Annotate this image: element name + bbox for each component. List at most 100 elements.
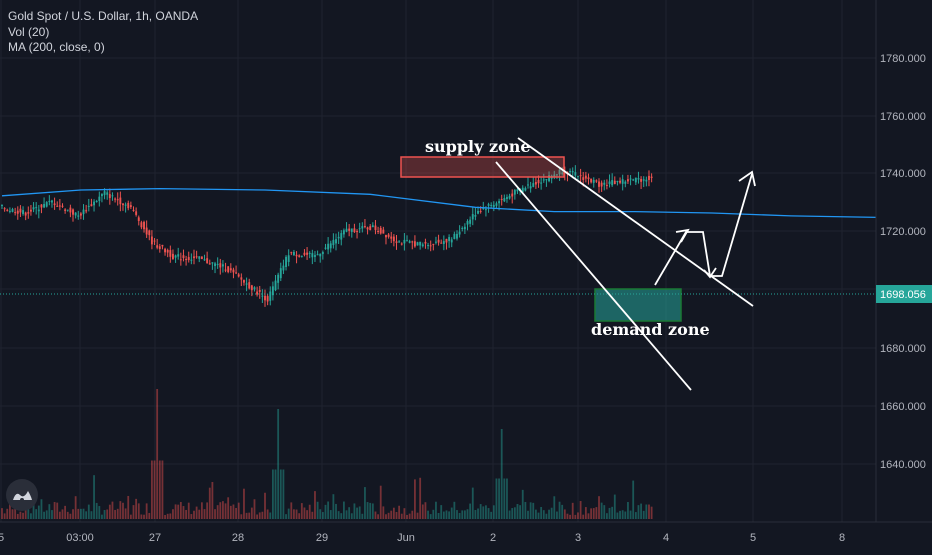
volume-bar bbox=[374, 511, 377, 519]
volume-bar bbox=[206, 502, 209, 519]
candle-body bbox=[329, 243, 332, 249]
candle-body bbox=[137, 217, 140, 221]
candle-body bbox=[108, 194, 111, 199]
volume-bar bbox=[487, 508, 490, 519]
volume-bar bbox=[53, 502, 56, 519]
volume-bar bbox=[74, 496, 77, 519]
volume-bar bbox=[143, 514, 145, 519]
volume-bar bbox=[256, 514, 259, 519]
candle-body bbox=[271, 286, 274, 296]
supply-zone-box bbox=[400, 156, 565, 178]
volume-bar bbox=[627, 502, 629, 519]
candle-body bbox=[135, 211, 138, 215]
candle-body bbox=[111, 195, 114, 197]
candle-body bbox=[51, 200, 53, 203]
candle-body bbox=[450, 239, 453, 243]
candle-body bbox=[100, 194, 103, 197]
volume-bar bbox=[229, 505, 232, 519]
volume-bar bbox=[90, 511, 93, 519]
current-price-tag bbox=[876, 285, 932, 303]
candle-body bbox=[122, 203, 124, 206]
volume-bar bbox=[495, 478, 498, 519]
volume-bar bbox=[561, 504, 564, 519]
symbol-title[interactable]: Gold Spot / U.S. Dollar, 1h, OANDA bbox=[8, 9, 199, 23]
candle-body bbox=[195, 256, 198, 258]
ma-indicator-label[interactable]: MA (200, close, 0) bbox=[8, 40, 105, 54]
volume-bar bbox=[271, 469, 274, 519]
volume-bar bbox=[421, 504, 424, 519]
candle-body bbox=[448, 237, 451, 242]
candle-body bbox=[214, 263, 216, 267]
candle-body bbox=[363, 226, 366, 228]
volume-bar bbox=[324, 504, 327, 519]
volume-bar bbox=[279, 469, 282, 519]
candle-body bbox=[640, 178, 643, 182]
candle-body bbox=[316, 254, 319, 256]
volume-bar bbox=[87, 504, 90, 519]
candle-body bbox=[361, 226, 364, 229]
candle-body bbox=[356, 231, 358, 233]
volume-bar bbox=[598, 496, 600, 519]
volume-bar bbox=[637, 505, 640, 519]
volume-bar bbox=[319, 509, 322, 519]
candle-body bbox=[85, 210, 88, 212]
volume-bar bbox=[103, 509, 106, 519]
volume-bar bbox=[382, 506, 385, 519]
candle-body bbox=[187, 257, 190, 261]
candle-body bbox=[348, 228, 351, 231]
volume-bar bbox=[248, 512, 251, 519]
volume-bar bbox=[140, 514, 143, 519]
volume-bar bbox=[300, 503, 303, 519]
volume-bar bbox=[19, 511, 22, 519]
candle-body bbox=[264, 295, 266, 301]
candle-body bbox=[390, 236, 393, 239]
volume-bar bbox=[169, 513, 172, 519]
volume-indicator-label[interactable]: Vol (20) bbox=[8, 24, 50, 39]
candle-body bbox=[321, 252, 324, 255]
candle-body bbox=[345, 228, 348, 232]
volume-bar bbox=[592, 508, 595, 519]
candle-body bbox=[172, 253, 174, 259]
volume-bar bbox=[190, 514, 193, 519]
volume-bar bbox=[492, 505, 495, 519]
candle-body bbox=[537, 179, 540, 184]
tradingview-logo-icon[interactable] bbox=[6, 479, 38, 511]
volume-bar bbox=[595, 507, 598, 519]
volume-bar bbox=[458, 512, 461, 519]
candle-body bbox=[24, 212, 27, 216]
candle-body bbox=[27, 212, 30, 214]
volume-bar bbox=[508, 510, 511, 519]
candle-body bbox=[193, 256, 195, 259]
candle-body bbox=[471, 214, 474, 220]
candle-body bbox=[637, 178, 640, 180]
volume-bar bbox=[513, 507, 516, 519]
volume-bar bbox=[424, 502, 427, 519]
volume-bar bbox=[200, 502, 203, 519]
candle-body bbox=[66, 209, 69, 211]
volume-bar bbox=[185, 509, 187, 519]
volume-bar bbox=[371, 503, 374, 519]
candle-body bbox=[53, 203, 56, 206]
volume-bar bbox=[40, 499, 43, 519]
volume-bar bbox=[51, 510, 53, 519]
volume-bar bbox=[624, 511, 627, 519]
candle-body bbox=[577, 176, 579, 178]
candle-body bbox=[648, 175, 650, 180]
volume-bar bbox=[448, 511, 450, 519]
candle-body bbox=[48, 200, 51, 202]
candle-body bbox=[479, 211, 482, 213]
candle-body bbox=[174, 255, 177, 258]
candle-body bbox=[124, 204, 127, 206]
candle-body bbox=[161, 244, 164, 247]
candle-body bbox=[553, 174, 556, 177]
candle-body bbox=[314, 255, 316, 257]
volume-bar bbox=[500, 429, 503, 519]
volume-bar bbox=[329, 510, 332, 519]
volume-bar bbox=[298, 513, 301, 519]
volume-bar bbox=[151, 460, 153, 519]
volume-bar bbox=[442, 511, 445, 519]
candle-body bbox=[598, 181, 600, 187]
volume-bar bbox=[145, 503, 148, 519]
